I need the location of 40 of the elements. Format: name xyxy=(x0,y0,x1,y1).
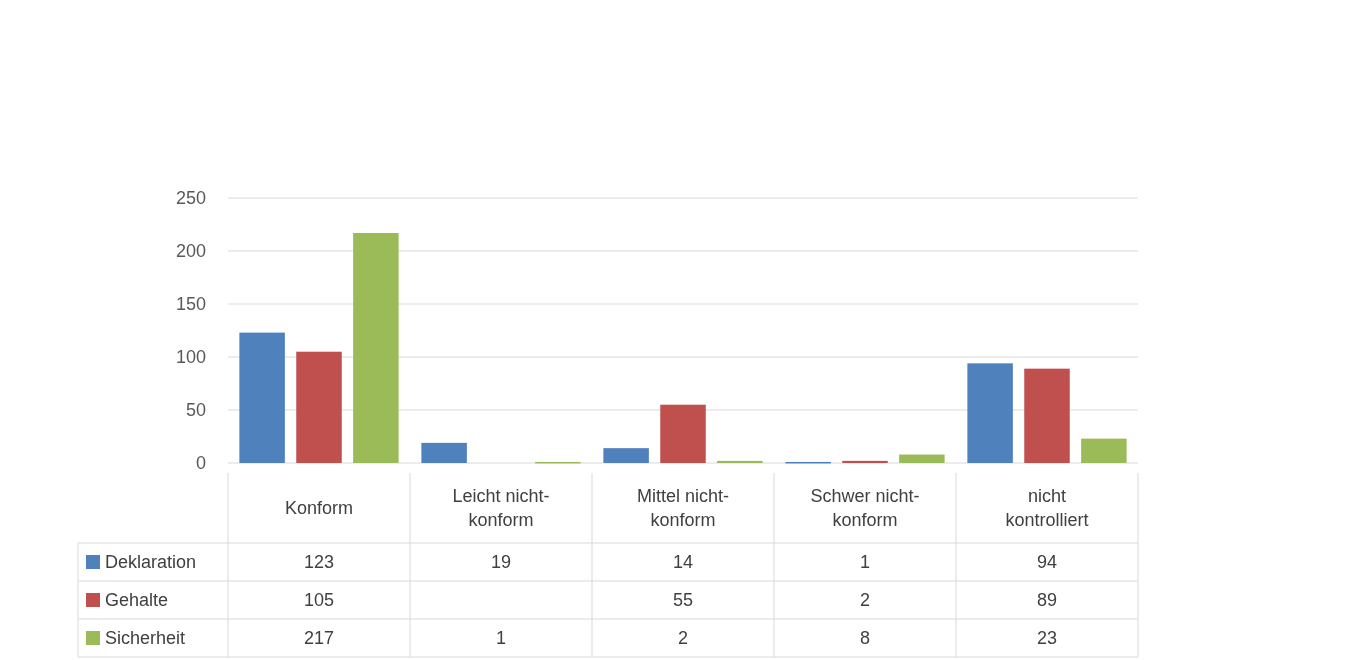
data-label: 1 xyxy=(495,628,507,649)
y-tick-label: 100 xyxy=(175,347,206,368)
data-label: 19 xyxy=(490,552,512,573)
data-label: 8 xyxy=(859,628,871,649)
data-label: 55 xyxy=(672,590,694,611)
bar xyxy=(842,460,888,463)
y-tick-label: 0 xyxy=(195,453,206,474)
data-label: 89 xyxy=(1036,590,1058,611)
y-tick-label: 50 xyxy=(185,400,206,421)
data-label: 105 xyxy=(303,590,335,611)
bar xyxy=(353,232,399,463)
bar xyxy=(899,454,945,463)
x-tick-label: Mittel nicht-konform xyxy=(636,486,730,531)
data-label: 94 xyxy=(1036,552,1058,573)
x-tick-label: Konform xyxy=(284,498,354,519)
y-tick-label: 200 xyxy=(175,241,206,262)
x-tick-label: Leicht nicht-konform xyxy=(452,486,550,531)
data-label: 2 xyxy=(859,590,871,611)
legend-label: Gehalte xyxy=(105,590,169,611)
legend-label: Sicherheit xyxy=(105,628,186,649)
data-label: 2 xyxy=(677,628,689,649)
bar xyxy=(967,363,1013,463)
bar xyxy=(421,442,467,463)
y-tick-label: 150 xyxy=(175,294,206,315)
bar xyxy=(239,332,285,463)
bar xyxy=(603,448,649,463)
bar xyxy=(660,404,706,463)
y-tick-label: 250 xyxy=(175,188,206,209)
bar xyxy=(1081,438,1127,463)
data-label: 14 xyxy=(672,552,694,573)
data-label: 1 xyxy=(859,552,871,573)
legend-label: Deklaration xyxy=(105,552,197,573)
bar xyxy=(717,460,763,463)
bar xyxy=(1024,368,1070,463)
x-tick-label: nicht kontrolliert xyxy=(1005,486,1089,531)
data-label: 217 xyxy=(303,628,335,649)
bar xyxy=(296,351,342,463)
x-tick-label: Schwer nicht-konform xyxy=(810,486,920,531)
data-label: 23 xyxy=(1036,628,1058,649)
data-label: 123 xyxy=(303,552,335,573)
